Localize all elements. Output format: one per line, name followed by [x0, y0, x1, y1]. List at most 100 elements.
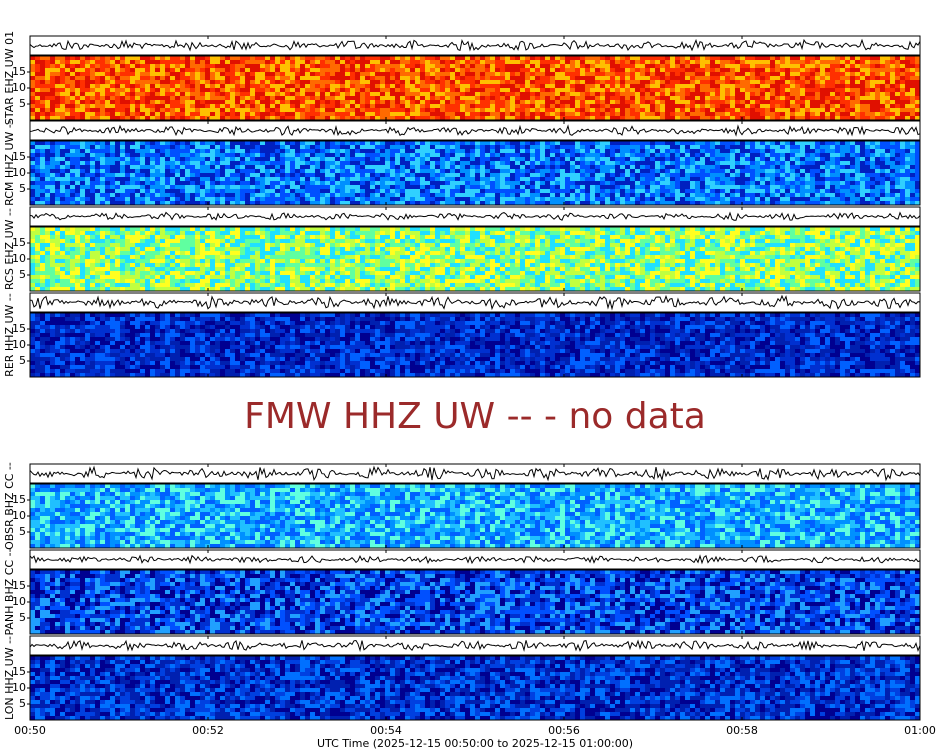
- spectrogram-cell: [240, 56, 245, 60]
- spectrogram-cell: [215, 149, 220, 153]
- spectrogram-cell: [50, 112, 55, 116]
- spectrogram-cell: [335, 165, 340, 169]
- spectrogram-cell: [620, 112, 625, 116]
- spectrogram-cell: [740, 153, 745, 157]
- spectrogram-cell: [460, 56, 465, 60]
- spectrogram-cell: [340, 80, 345, 84]
- spectrogram-cell: [470, 177, 475, 181]
- spectrogram-cell: [265, 108, 270, 112]
- spectrogram-cell: [155, 173, 160, 177]
- spectrogram-cell: [560, 173, 565, 177]
- spectrogram-cell: [570, 104, 575, 108]
- spectrogram-cell: [760, 185, 765, 189]
- spectrogram-cell: [155, 141, 160, 145]
- spectrogram-cell: [740, 185, 745, 189]
- spectrogram-cell: [880, 153, 885, 157]
- spectrogram-cell: [50, 92, 55, 96]
- spectrogram-cell: [35, 165, 40, 169]
- spectrogram-cell: [260, 161, 265, 165]
- spectrogram-cell: [350, 149, 355, 153]
- spectrogram-cell: [40, 104, 45, 108]
- spectrogram-cell: [855, 173, 860, 177]
- spectrogram-cell: [110, 56, 115, 60]
- spectrogram-cell: [625, 80, 630, 84]
- spectrogram-cell: [150, 169, 155, 173]
- spectrogram-cell: [545, 84, 550, 88]
- spectrogram-cell: [585, 181, 590, 185]
- spectrogram-cell: [685, 84, 690, 88]
- spectrogram-cell: [850, 145, 855, 149]
- spectrogram-cell: [915, 112, 920, 116]
- spectrogram-cell: [725, 84, 730, 88]
- spectrogram-cell: [575, 177, 580, 181]
- spectrogram-cell: [605, 181, 610, 185]
- spectrogram-cell: [770, 112, 775, 116]
- spectrogram-cell: [315, 60, 320, 64]
- spectrogram-cell: [330, 173, 335, 177]
- spectrogram-cell: [370, 157, 375, 161]
- spectrogram-cell: [60, 56, 65, 60]
- spectrogram-cell: [185, 76, 190, 80]
- spectrogram-cell: [545, 116, 550, 120]
- spectrogram-cell: [210, 92, 215, 96]
- spectrogram-cell: [270, 100, 275, 104]
- spectrogram-cell: [540, 68, 545, 72]
- spectrogram-cell: [270, 149, 275, 153]
- spectrogram-cell: [90, 157, 95, 161]
- spectrogram-cell: [550, 185, 555, 189]
- spectrogram-cell: [540, 145, 545, 149]
- spectrogram-cell: [760, 84, 765, 88]
- spectrogram-cell: [600, 141, 605, 145]
- spectrogram-cell: [35, 116, 40, 120]
- spectrogram-cell: [150, 76, 155, 80]
- spectrogram-cell: [205, 157, 210, 161]
- spectrogram-cell: [700, 112, 705, 116]
- spectrogram-cell: [730, 149, 735, 153]
- spectrogram-cell: [680, 141, 685, 145]
- spectrogram-cell: [600, 157, 605, 161]
- spectrogram-cell: [50, 76, 55, 80]
- spectrogram-cell: [690, 181, 695, 185]
- spectrogram-cell: [600, 145, 605, 149]
- spectrogram-cell: [375, 72, 380, 76]
- spectrogram-cell: [110, 104, 115, 108]
- spectrogram-cell: [505, 84, 510, 88]
- spectrogram-cell: [590, 108, 595, 112]
- spectrogram-cell: [675, 173, 680, 177]
- spectrogram-cell: [460, 76, 465, 80]
- spectrogram-cell: [570, 181, 575, 185]
- spectrogram-cell: [135, 68, 140, 72]
- spectrogram-cell: [835, 80, 840, 84]
- spectrogram-cell: [125, 153, 130, 157]
- spectrogram-cell: [405, 157, 410, 161]
- spectrogram-cell: [185, 108, 190, 112]
- spectrogram-cell: [535, 165, 540, 169]
- spectrogram-cell: [425, 64, 430, 68]
- spectrogram-cell: [875, 161, 880, 165]
- spectrogram-cell: [70, 76, 75, 80]
- spectrogram-cell: [345, 177, 350, 181]
- spectrogram-cell: [145, 181, 150, 185]
- spectrogram-cell: [160, 96, 165, 100]
- spectrogram-cell: [825, 165, 830, 169]
- spectrogram-cell: [540, 165, 545, 169]
- spectrogram-cell: [375, 92, 380, 96]
- spectrogram-cell: [455, 92, 460, 96]
- spectrogram-cell: [400, 72, 405, 76]
- spectrogram-cell: [125, 60, 130, 64]
- spectrogram-cell: [655, 60, 660, 64]
- spectrogram-cell: [690, 169, 695, 173]
- spectrogram-cell: [815, 169, 820, 173]
- spectrogram-cell: [910, 177, 915, 181]
- spectrogram-cell: [595, 161, 600, 165]
- spectrogram-cell: [470, 149, 475, 153]
- spectrogram-cell: [855, 145, 860, 149]
- spectrogram-cell: [710, 64, 715, 68]
- spectrogram-cell: [705, 165, 710, 169]
- spectrogram-cell: [845, 177, 850, 181]
- spectrogram-cell: [175, 92, 180, 96]
- spectrogram-cell: [435, 173, 440, 177]
- spectrogram-cell: [370, 92, 375, 96]
- spectrogram-cell: [295, 165, 300, 169]
- spectrogram-cell: [325, 153, 330, 157]
